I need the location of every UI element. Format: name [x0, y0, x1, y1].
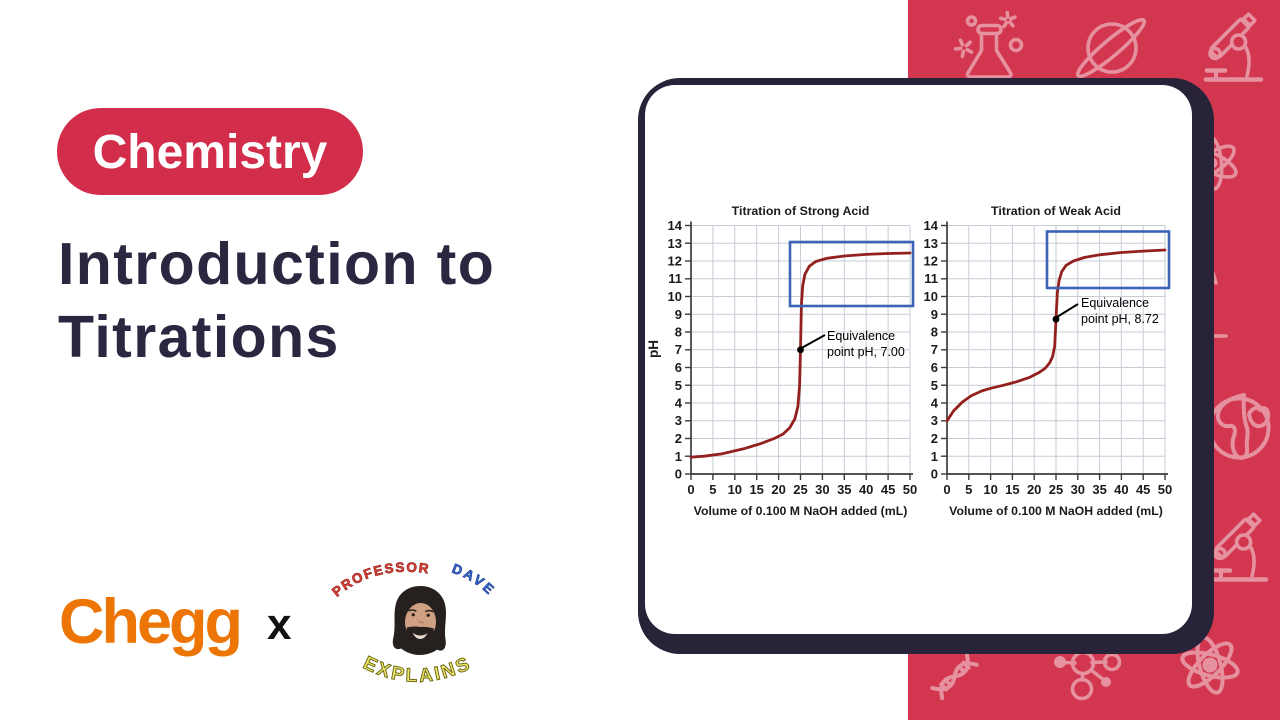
svg-text:1: 1: [931, 449, 938, 464]
svg-text:4: 4: [931, 396, 939, 411]
svg-text:13: 13: [924, 236, 938, 251]
svg-text:4: 4: [675, 396, 683, 411]
svg-text:5: 5: [965, 482, 972, 497]
svg-text:30: 30: [815, 482, 829, 497]
svg-text:0: 0: [943, 482, 950, 497]
svg-text:0: 0: [687, 482, 694, 497]
svg-text:7: 7: [675, 342, 682, 357]
svg-text:EXPLAINS: EXPLAINS: [360, 653, 475, 687]
svg-text:20: 20: [771, 482, 785, 497]
svg-text:Volume of 0.100 M NaOH added (: Volume of 0.100 M NaOH added (mL): [694, 504, 908, 518]
svg-text:10: 10: [924, 289, 938, 304]
svg-text:1: 1: [675, 449, 682, 464]
svg-text:6: 6: [931, 360, 938, 375]
svg-text:15: 15: [1005, 482, 1019, 497]
svg-text:point pH, 8.72: point pH, 8.72: [1081, 312, 1159, 326]
svg-text:25: 25: [1049, 482, 1063, 497]
svg-text:Titration of Weak Acid: Titration of Weak Acid: [991, 204, 1121, 218]
svg-text:35: 35: [837, 482, 851, 497]
svg-text:0: 0: [675, 467, 682, 482]
svg-text:11: 11: [668, 271, 682, 286]
svg-text:13: 13: [668, 236, 682, 251]
svg-text:35: 35: [1092, 482, 1106, 497]
svg-text:0: 0: [931, 467, 938, 482]
svg-text:3: 3: [675, 413, 682, 428]
svg-text:Titration of Strong Acid: Titration of Strong Acid: [732, 204, 870, 218]
svg-text:8: 8: [675, 325, 682, 340]
svg-text:40: 40: [859, 482, 873, 497]
svg-text:5: 5: [675, 378, 682, 393]
svg-text:12: 12: [924, 254, 938, 269]
svg-text:3: 3: [931, 413, 938, 428]
svg-text:20: 20: [1027, 482, 1041, 497]
svg-text:pH: pH: [646, 340, 661, 358]
svg-text:7: 7: [931, 342, 938, 357]
svg-text:50: 50: [903, 482, 917, 497]
svg-text:Equivalence: Equivalence: [1081, 296, 1149, 310]
svg-text:point pH, 7.00: point pH, 7.00: [827, 345, 905, 359]
svg-text:DAVE: DAVE: [450, 561, 498, 599]
svg-text:9: 9: [931, 307, 938, 322]
svg-text:8: 8: [931, 325, 938, 340]
svg-text:2: 2: [931, 431, 938, 446]
svg-text:12: 12: [668, 254, 682, 269]
svg-text:6: 6: [675, 360, 682, 375]
svg-text:2: 2: [675, 431, 682, 446]
svg-text:14: 14: [924, 218, 939, 233]
svg-text:50: 50: [1158, 482, 1172, 497]
svg-text:25: 25: [793, 482, 807, 497]
svg-text:Equivalence: Equivalence: [827, 329, 895, 343]
svg-text:14: 14: [668, 218, 683, 233]
svg-text:45: 45: [1136, 482, 1150, 497]
svg-text:10: 10: [728, 482, 742, 497]
svg-text:45: 45: [881, 482, 895, 497]
svg-text:10: 10: [983, 482, 997, 497]
svg-text:15: 15: [749, 482, 763, 497]
svg-text:9: 9: [675, 307, 682, 322]
svg-text:10: 10: [668, 289, 682, 304]
svg-text:40: 40: [1114, 482, 1128, 497]
svg-text:30: 30: [1071, 482, 1085, 497]
svg-text:11: 11: [924, 271, 938, 286]
svg-text:Volume of 0.100 M NaOH added (: Volume of 0.100 M NaOH added (mL): [949, 504, 1163, 518]
svg-text:5: 5: [931, 378, 938, 393]
svg-text:5: 5: [709, 482, 716, 497]
